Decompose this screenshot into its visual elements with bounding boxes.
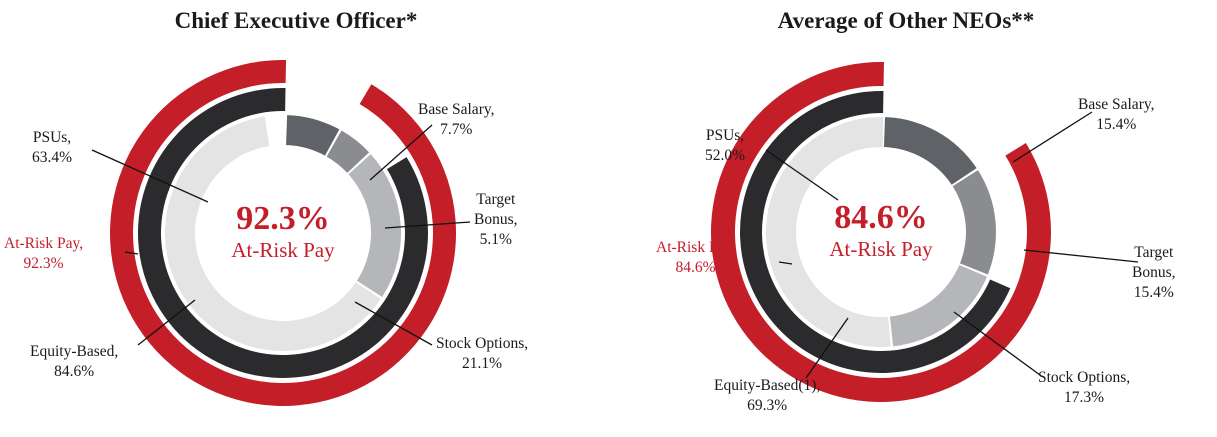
ceo-donut-chart: 92.3%At-Risk Pay: [91, 60, 471, 407]
leader-line: [953, 311, 1041, 376]
leader-line: [805, 317, 849, 379]
at-risk-pay-label: At-Risk Pay, 84.6%: [656, 239, 736, 276]
psus-label: PSUs, 52.0%: [705, 127, 746, 164]
chart-title: Average of Other NEOs**: [777, 8, 1035, 33]
at-risk-pay-label: At-Risk Pay, 92.3%: [4, 235, 84, 272]
leader-line: [91, 149, 209, 203]
equity-based-label: Equity-Based(1), 69.3%: [714, 377, 821, 414]
target-bonus-label: Target Bonus, 15.4%: [1132, 244, 1176, 301]
base-salary-arc: [883, 117, 977, 185]
leader-line: [1012, 111, 1093, 163]
base-salary-label: Base Salary, 7.7%: [418, 101, 495, 138]
target-bonus-arc: [326, 130, 370, 173]
chart-title: Chief Executive Officer*: [174, 8, 418, 33]
neo-chart-panel: Average of Other NEOs** 84.6% At-Risk Pay…: [608, 0, 1208, 437]
center-label: At-Risk Pay: [829, 237, 933, 261]
leader-line: [778, 261, 793, 265]
leader-line: [124, 251, 139, 255]
psus-arc: [765, 117, 891, 348]
leader-line: [1023, 249, 1139, 263]
psus-label: PSUs, 63.4%: [32, 129, 73, 166]
center-label: At-Risk Pay: [231, 238, 335, 262]
stock-options-arc: [889, 265, 987, 347]
center-value: 92.3%: [236, 200, 330, 237]
center-value: 84.6%: [834, 199, 928, 236]
base-salary-arc: [286, 115, 340, 156]
leader-line: [384, 221, 471, 229]
ceo-chart-panel: Chief Executive Officer* 92.3% At-Risk Pa…: [0, 0, 600, 437]
leader-line: [354, 301, 433, 346]
neo-donut-chart: 84.6%At-Risk Pay: [711, 61, 1139, 402]
stock-options-label: Stock Options, 17.3%: [1038, 369, 1131, 406]
leader-line: [765, 149, 839, 201]
leader-line: [369, 124, 433, 181]
target-bonus-label: Target Bonus, 5.1%: [474, 191, 518, 248]
leader-line: [137, 299, 196, 346]
base-salary-label: Base Salary, 15.4%: [1078, 96, 1155, 133]
equity-based-label: Equity-Based, 84.6%: [30, 343, 119, 380]
target-bonus-arc: [952, 170, 996, 275]
stock-options-arc: [348, 154, 401, 297]
stock-options-label: Stock Options, 21.1%: [436, 335, 529, 372]
